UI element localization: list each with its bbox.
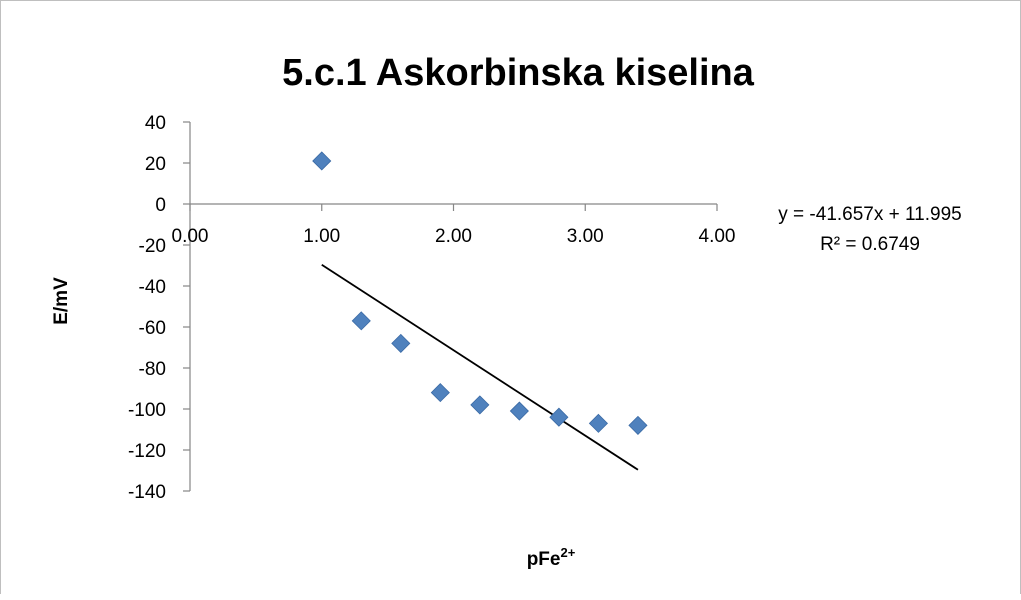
y-tick-label: 0 <box>155 195 166 216</box>
y-tick-label: 40 <box>145 113 166 134</box>
data-point <box>391 333 411 353</box>
trendline-equation: y = -41.657x + 11.995 <box>778 204 961 225</box>
data-point <box>509 401 529 421</box>
trendline-r-squared: R² = 0.6749 <box>820 234 920 255</box>
axes <box>189 122 717 491</box>
chart-title: 5.c.1 Askorbinska kiselina <box>282 52 755 94</box>
data-point <box>430 383 450 403</box>
x-axis-title: pFe2+ <box>527 545 576 570</box>
x-axis-title-superscript: 2+ <box>560 545 575 560</box>
y-tick-label: -100 <box>128 400 166 421</box>
data-point <box>588 413 608 433</box>
y-tick-label: 20 <box>145 154 166 175</box>
x-axis-title-main: pFe <box>527 549 561 570</box>
x-tick-label: 4.00 <box>699 226 736 247</box>
x-ticks: 0.00 1.00 2.00 3.00 4.00 <box>172 204 736 247</box>
y-tick-label: -140 <box>128 482 166 503</box>
y-axis-title: E/mV <box>51 277 72 325</box>
data-point <box>351 311 371 331</box>
x-tick-label: 2.00 <box>435 226 472 247</box>
data-points <box>312 151 648 435</box>
y-tick-label: -120 <box>128 441 166 462</box>
data-point <box>549 407 569 427</box>
x-tick-label: 0.00 <box>172 226 209 247</box>
y-tick-label: -20 <box>139 236 166 257</box>
data-point <box>470 395 490 415</box>
y-tick-label: -80 <box>139 359 166 380</box>
y-ticks: 40 20 0 -20 -40 -60 -80 -100 -120 -140 <box>128 113 190 503</box>
x-tick-label: 1.00 <box>303 226 340 247</box>
x-tick-label: 3.00 <box>567 226 604 247</box>
y-tick-label: -60 <box>139 318 166 339</box>
y-tick-label: -40 <box>139 277 166 298</box>
data-point <box>312 151 332 171</box>
trendline <box>321 264 639 471</box>
data-point <box>628 415 648 435</box>
trendline-group <box>321 264 639 471</box>
